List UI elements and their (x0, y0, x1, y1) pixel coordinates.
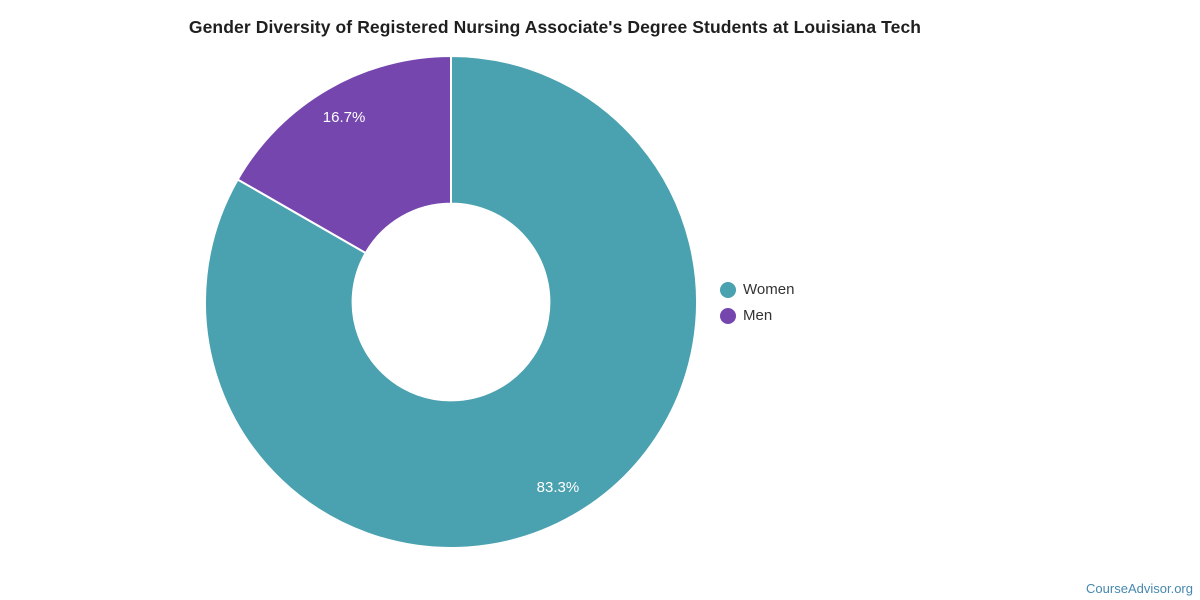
pie-slice-women[interactable] (204, 55, 698, 549)
slice-percent-label-men: 16.7% (323, 109, 366, 126)
legend-label-women: Women (743, 281, 795, 298)
legend-marker-men-icon (720, 307, 736, 324)
chart-title: Gender Diversity of Registered Nursing A… (188, 17, 922, 37)
legend-item-men[interactable]: Men (720, 307, 794, 324)
slice-percent-label-women: 83.3% (537, 479, 580, 496)
pie-slice-men[interactable] (236, 55, 452, 254)
watermark-link[interactable]: CourseAdvisor.org (1086, 581, 1193, 596)
legend: Women Men (720, 281, 794, 324)
legend-item-women[interactable]: Women (720, 281, 794, 298)
legend-marker-women-icon (720, 281, 736, 298)
legend-label-men: Men (743, 307, 773, 324)
